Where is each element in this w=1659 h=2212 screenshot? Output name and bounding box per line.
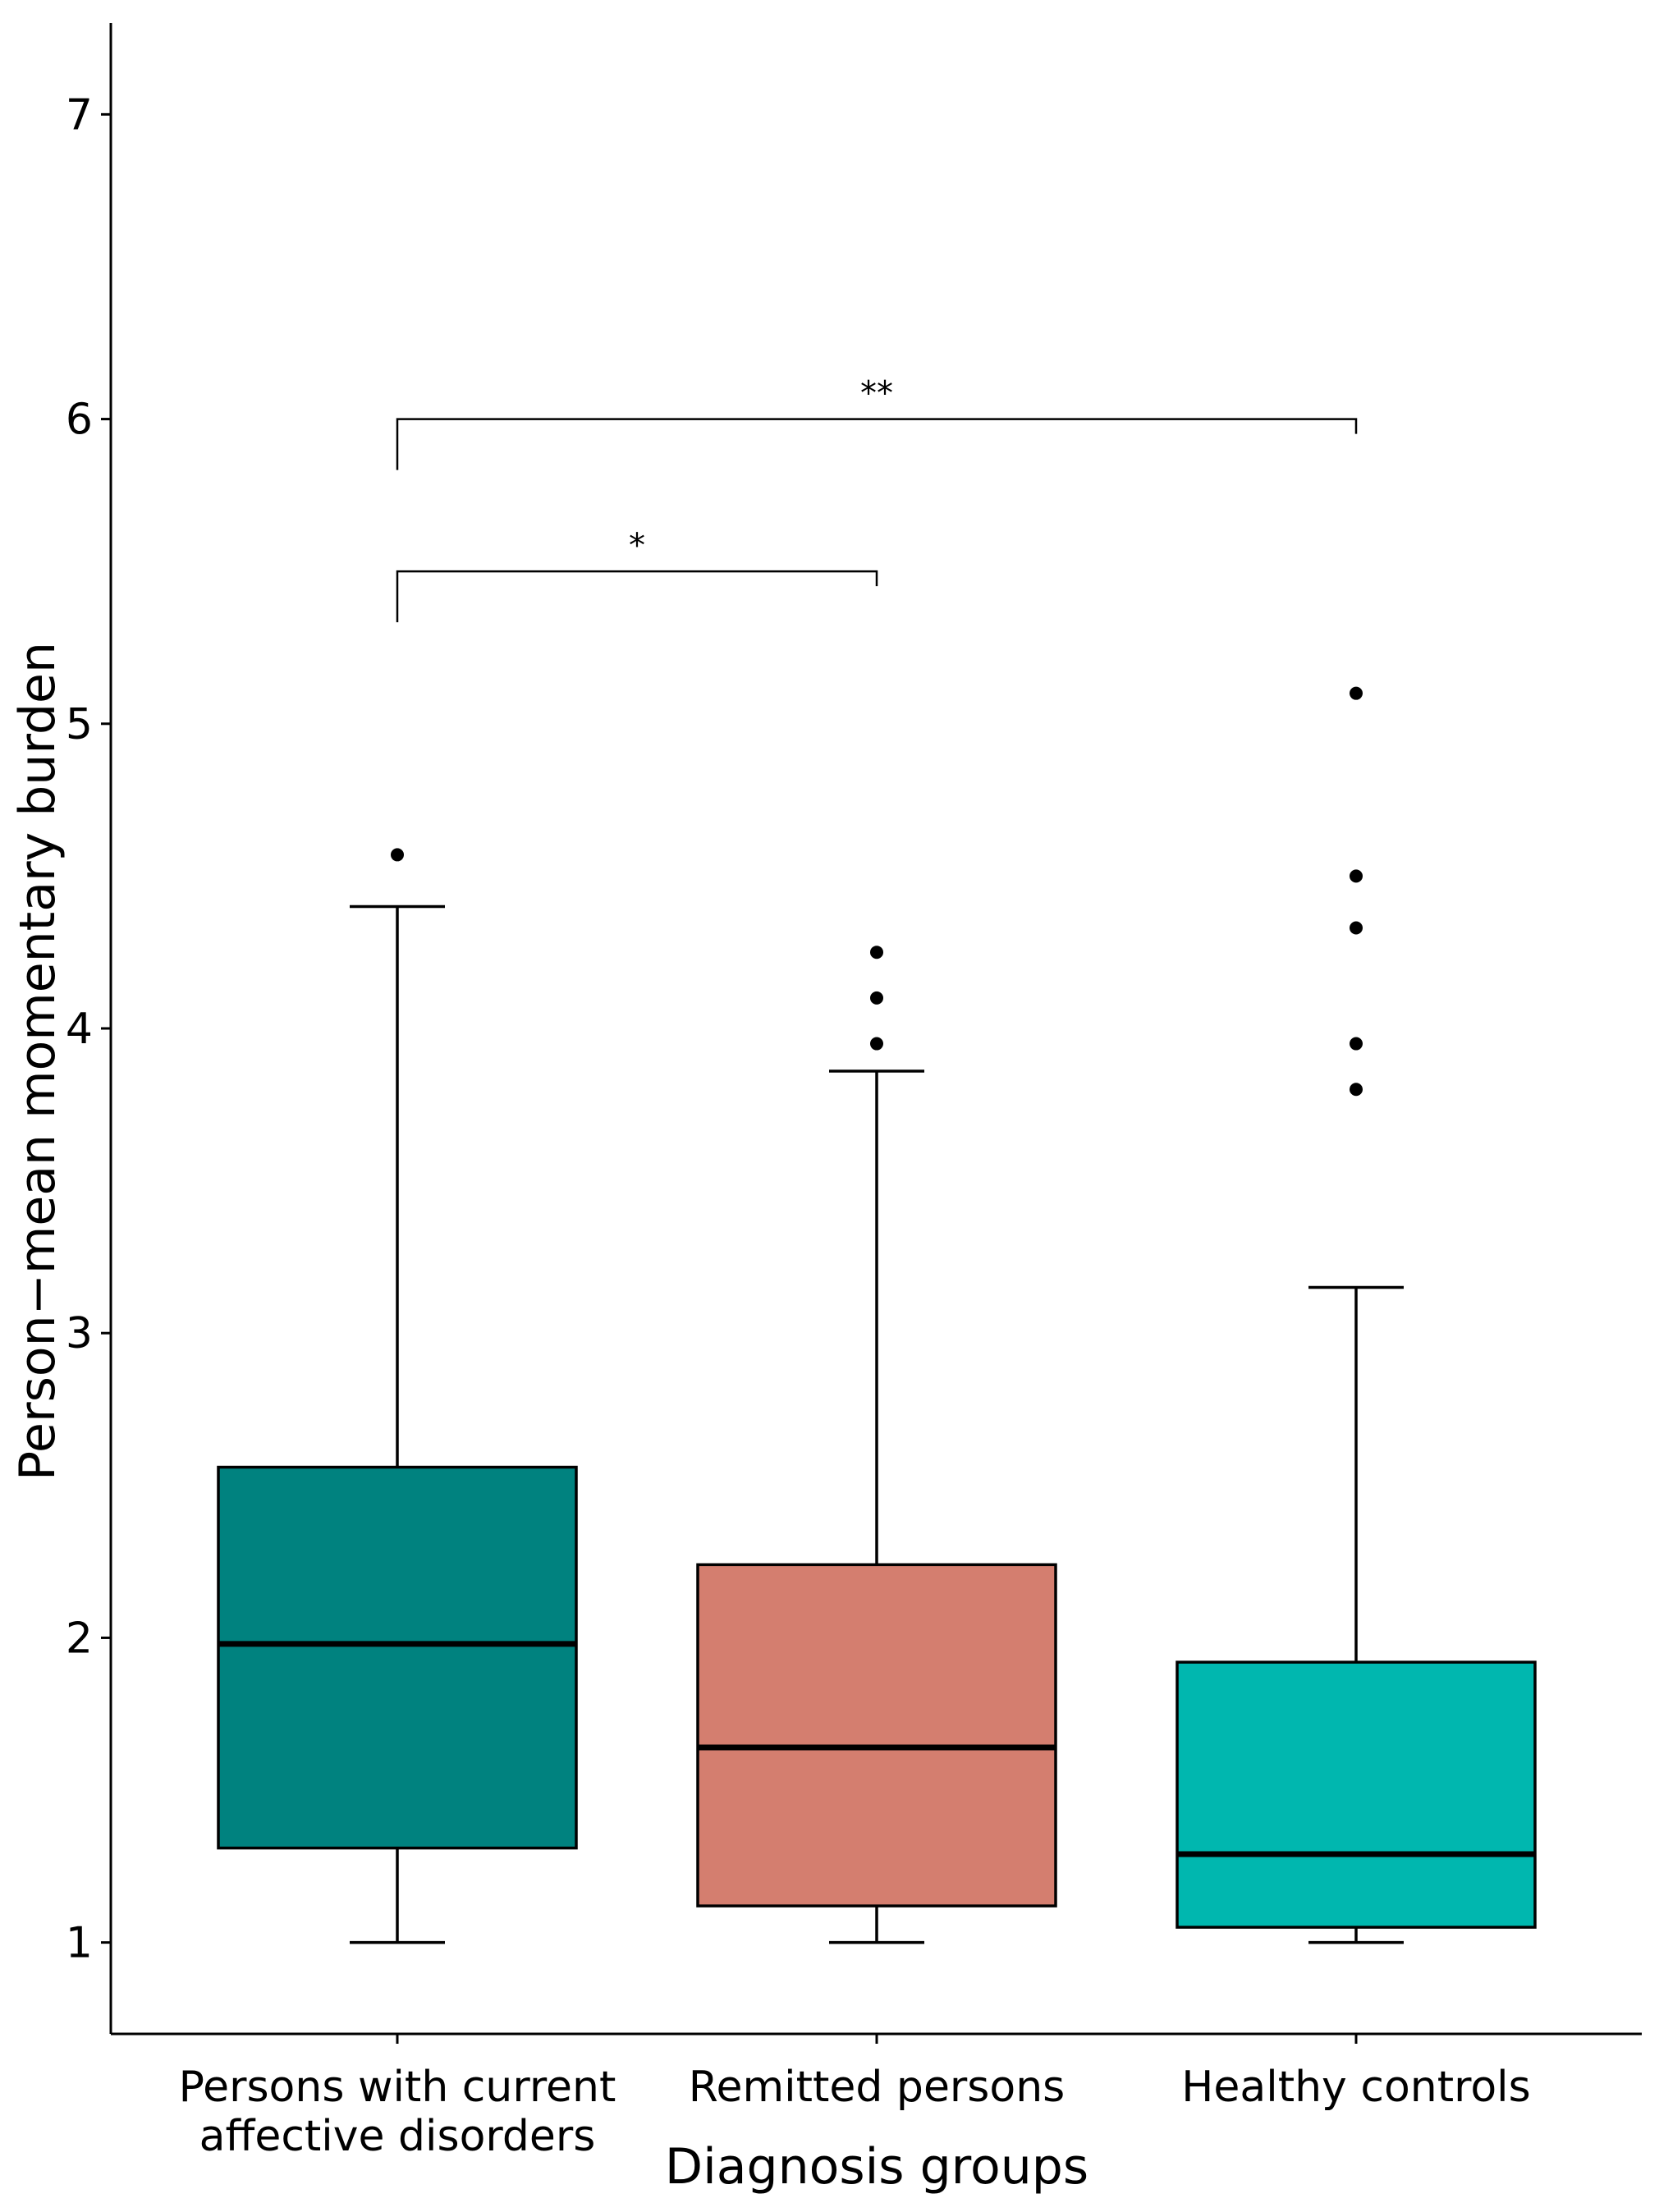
outlier-point <box>1350 1083 1363 1097</box>
outlier-point <box>870 1037 883 1051</box>
outlier-point <box>1350 1037 1363 1051</box>
outlier-point <box>391 848 404 862</box>
x-tick-label-line: Persons with current <box>179 2063 616 2112</box>
x-tick-label: Healthy controls <box>1181 2063 1530 2112</box>
significance-label: * <box>629 527 645 565</box>
x-tick-label: Remitted persons <box>689 2063 1066 2112</box>
outlier-point <box>870 946 883 959</box>
box <box>217 1465 578 1850</box>
y-tick-label: 2 <box>66 1614 93 1663</box>
x-tick-label-line: Remitted persons <box>689 2063 1066 2112</box>
outlier-point <box>870 991 883 1005</box>
outlier-point <box>1350 869 1363 883</box>
x-tick-label-line: Healthy controls <box>1181 2063 1530 2112</box>
significance-bracket <box>396 570 878 623</box>
significance-bracket <box>396 418 1358 470</box>
significance-brackets: *** <box>396 375 1358 623</box>
x-axis-title: Diagnosis groups <box>665 2138 1088 2196</box>
outlier-point <box>1350 921 1363 935</box>
x-tick-label: Persons with current affective disorders <box>179 2063 616 2161</box>
y-axis-title: Person−mean momentary burden <box>9 642 66 1481</box>
box <box>696 1563 1057 1907</box>
y-tick-label: 5 <box>66 700 93 749</box>
y-tick-label: 6 <box>66 396 93 445</box>
x-tick-label-line: affective disorders <box>199 2112 596 2161</box>
chart-marks <box>217 686 1537 1944</box>
y-tick-label: 1 <box>66 1919 93 1968</box>
y-tick-label: 4 <box>66 1005 93 1054</box>
y-tick-label: 3 <box>66 1309 93 1358</box>
y-tick-label: 7 <box>66 90 93 140</box>
significance-label: ** <box>860 375 893 413</box>
axes: 1 2 3 4 5 6 7 Persons with current affective dis… <box>66 23 1642 2161</box>
box <box>1176 1660 1537 1929</box>
outlier-point <box>1350 686 1363 700</box>
